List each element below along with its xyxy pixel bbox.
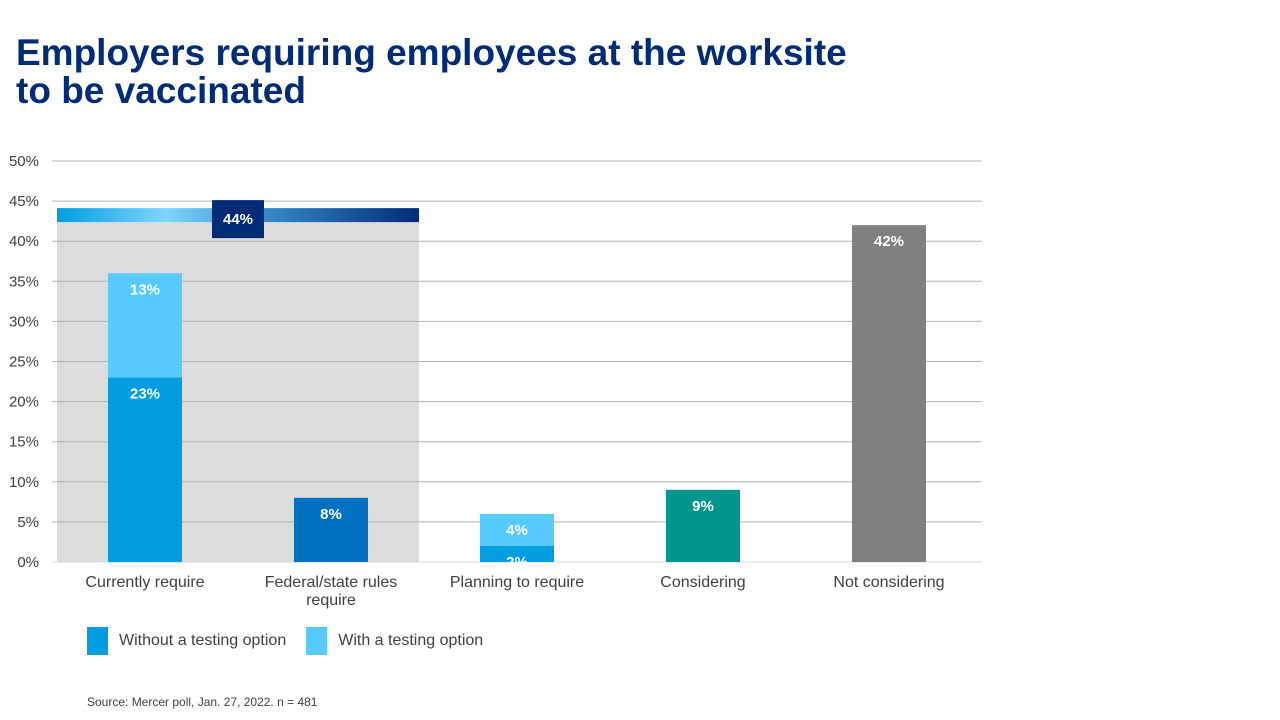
legend-swatch-with-testing (306, 627, 328, 655)
y-tick-label: 25% (9, 354, 39, 371)
data-label: 9% (692, 498, 714, 515)
data-label: 4% (506, 522, 528, 539)
chart-title-line-2: to be vaccinated (16, 70, 306, 111)
bar (852, 225, 926, 562)
x-category-label: Currently require (85, 574, 204, 591)
y-tick-label: 15% (9, 434, 39, 451)
x-category-label: Planning to require (450, 574, 584, 591)
legend-label-without-testing: Without a testing option (119, 632, 287, 649)
data-label: 13% (130, 281, 160, 298)
x-category-label: Federal/state rules (265, 574, 398, 591)
legend-label-with-testing: With a testing option (338, 632, 484, 649)
y-tick-label: 5% (17, 514, 39, 531)
y-tick-label: 50% (9, 153, 39, 170)
bar (108, 273, 182, 378)
y-tick-label: 30% (9, 313, 39, 330)
y-tick-label: 35% (9, 273, 39, 290)
bar (480, 513, 554, 546)
data-label: 8% (320, 506, 342, 523)
data-label: 42% (874, 233, 904, 250)
source-note: Source: Mercer poll, Jan. 27, 2022. n = … (87, 695, 318, 709)
bar (294, 497, 368, 562)
x-category-label: Considering (660, 574, 745, 591)
legend-item-with-testing: With a testing option (306, 627, 483, 655)
bar (480, 545, 554, 562)
chart-title-line-1: Employers requiring employees at the wor… (16, 32, 847, 73)
legend: Without a testing option With a testing … (87, 627, 503, 655)
y-tick-label: 0% (17, 554, 39, 571)
x-category-label: require (306, 592, 356, 609)
y-tick-label: 45% (9, 193, 39, 210)
bar (666, 489, 740, 562)
x-category-label: Not considering (833, 574, 944, 591)
legend-item-without-testing: Without a testing option (87, 627, 286, 655)
chart-title: Employers requiring employees at the wor… (16, 34, 1016, 110)
legend-swatch-without-testing (87, 627, 108, 655)
data-label: 23% (130, 386, 160, 403)
data-label: 2% (506, 554, 528, 571)
y-tick-label: 40% (9, 233, 39, 250)
group-total-label: 44% (223, 211, 253, 228)
bar (108, 377, 182, 562)
y-tick-label: 20% (9, 394, 39, 411)
y-tick-label: 10% (9, 474, 39, 491)
group-total-label-box (212, 200, 264, 239)
